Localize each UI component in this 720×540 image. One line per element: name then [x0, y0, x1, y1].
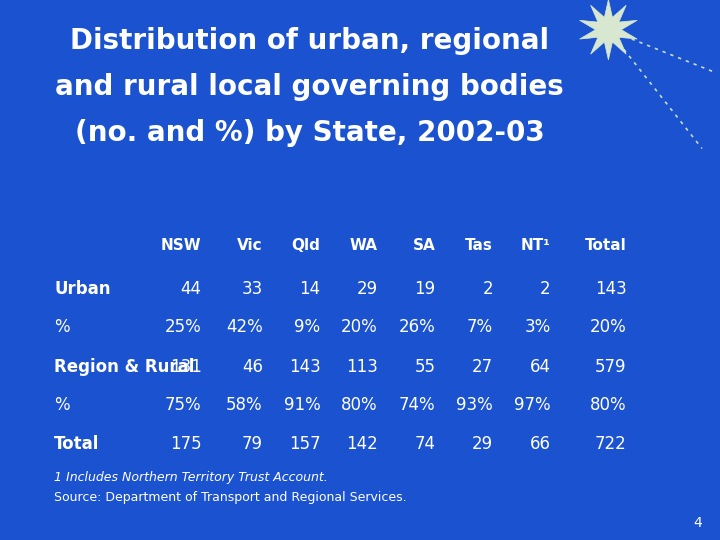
Text: Qld: Qld [292, 238, 320, 253]
Text: 175: 175 [170, 435, 202, 453]
Text: (no. and %) by State, 2002-03: (no. and %) by State, 2002-03 [75, 119, 544, 147]
Text: %: % [54, 318, 70, 336]
Text: Vic: Vic [237, 238, 263, 253]
Text: Region & Rural: Region & Rural [54, 358, 194, 376]
Text: 131: 131 [170, 358, 202, 376]
Text: Total: Total [585, 238, 626, 253]
Text: 42%: 42% [226, 318, 263, 336]
Text: 97%: 97% [514, 396, 551, 414]
Text: Urban: Urban [54, 280, 110, 298]
Text: 27: 27 [472, 358, 493, 376]
Text: 64: 64 [530, 358, 551, 376]
Text: 46: 46 [242, 358, 263, 376]
Text: 55: 55 [415, 358, 436, 376]
Text: 2: 2 [540, 280, 551, 298]
Text: 29: 29 [357, 280, 378, 298]
Text: Total: Total [54, 435, 99, 453]
Text: 9%: 9% [294, 318, 320, 336]
Text: 722: 722 [595, 435, 626, 453]
Text: 93%: 93% [456, 396, 493, 414]
Text: NT¹: NT¹ [521, 238, 551, 253]
Text: 25%: 25% [165, 318, 202, 336]
Text: 113: 113 [346, 358, 378, 376]
Text: SA: SA [413, 238, 436, 253]
Text: 14: 14 [300, 280, 320, 298]
Text: Distribution of urban, regional: Distribution of urban, regional [70, 27, 549, 55]
Text: 33: 33 [241, 280, 263, 298]
Text: 79: 79 [242, 435, 263, 453]
Text: 7%: 7% [467, 318, 493, 336]
Text: 2: 2 [482, 280, 493, 298]
Text: 74%: 74% [399, 396, 436, 414]
Text: 44: 44 [181, 280, 202, 298]
Text: Tas: Tas [465, 238, 493, 253]
Text: 579: 579 [595, 358, 626, 376]
Text: 19: 19 [415, 280, 436, 298]
Text: 74: 74 [415, 435, 436, 453]
Text: 91%: 91% [284, 396, 320, 414]
Text: 80%: 80% [590, 396, 626, 414]
Text: 143: 143 [289, 358, 320, 376]
Text: 58%: 58% [226, 396, 263, 414]
Text: 142: 142 [346, 435, 378, 453]
Text: 3%: 3% [525, 318, 551, 336]
Polygon shape [580, 0, 637, 60]
Text: 26%: 26% [399, 318, 436, 336]
Text: 75%: 75% [165, 396, 202, 414]
Text: 4: 4 [693, 516, 702, 530]
Text: 66: 66 [530, 435, 551, 453]
Text: 20%: 20% [341, 318, 378, 336]
Text: NSW: NSW [161, 238, 202, 253]
Text: 29: 29 [472, 435, 493, 453]
Text: 20%: 20% [590, 318, 626, 336]
Text: Source: Department of Transport and Regional Services.: Source: Department of Transport and Regi… [54, 491, 407, 504]
Text: %: % [54, 396, 70, 414]
Text: 157: 157 [289, 435, 320, 453]
Text: 80%: 80% [341, 396, 378, 414]
Text: and rural local governing bodies: and rural local governing bodies [55, 73, 564, 101]
Text: 1 Includes Northern Territory Trust Account.: 1 Includes Northern Territory Trust Acco… [54, 471, 328, 484]
Text: 143: 143 [595, 280, 626, 298]
Text: WA: WA [350, 238, 378, 253]
